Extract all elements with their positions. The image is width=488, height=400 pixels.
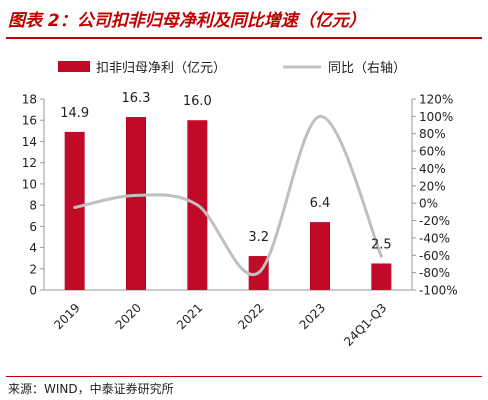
yoy-point (195, 203, 199, 207)
left-tick-label: 18 (22, 93, 37, 107)
axes: 0 2 4 6 8 10 12 14 16 18 -100% -80% -60% -40% -20% 0% 20… (22, 93, 458, 349)
yoy-line (74, 114, 383, 277)
bar (310, 222, 330, 290)
bar-value-label: 2.5 (371, 237, 392, 252)
yoy-point (318, 114, 322, 118)
yoy-point (134, 193, 138, 197)
left-tick-label: 12 (22, 156, 37, 170)
bar-value-label: 16.0 (183, 94, 212, 109)
right-tick-label: 60% (419, 145, 446, 159)
left-tick-label: 10 (22, 177, 37, 191)
chart-canvas: 扣非归母净利（亿元） 同比（右轴） 0 2 4 6 8 10 12 14 16 18 -100% -80… (22, 61, 458, 349)
x-tick-label: 2021 (174, 301, 205, 332)
line-series (73, 114, 383, 277)
bar-value-label: 14.9 (60, 106, 89, 121)
bar-value-label: 16.3 (122, 91, 151, 106)
legend-line-label: 同比（右轴） (328, 61, 406, 76)
right-tick-label: 0% (419, 197, 438, 211)
legend-bar-swatch (58, 61, 90, 72)
left-tick-label: 14 (22, 135, 37, 149)
bar-series (64, 117, 392, 291)
right-tick-label: -40% (419, 231, 450, 245)
x-tick-label: 2023 (297, 301, 328, 332)
source-note: 来源：WIND，中泰证券研究所 (8, 382, 174, 396)
yoy-point (379, 254, 383, 258)
left-tick-label: 0 (29, 284, 37, 298)
right-tick-label: 40% (419, 162, 446, 176)
left-tick-label: 2 (29, 262, 37, 276)
x-tick-label: 2020 (113, 301, 144, 332)
bar (371, 263, 392, 290)
right-tick-label: 100% (419, 110, 453, 124)
right-tick-label: 20% (419, 179, 446, 193)
bar (126, 117, 146, 291)
bar-value-label: 6.4 (310, 196, 331, 211)
right-tick-label: -80% (419, 266, 450, 280)
x-tick-label: 2022 (235, 301, 266, 332)
left-tick-label: 8 (29, 199, 37, 213)
source-divider (6, 376, 482, 377)
left-tick-label: 4 (29, 241, 37, 255)
data-labels: 14.9 16.3 16.0 3.2 6.4 2.5 (60, 91, 391, 252)
right-tick-label: 120% (419, 93, 453, 107)
title-divider (6, 37, 482, 39)
bar-value-label: 3.2 (248, 230, 269, 245)
left-tick-label: 16 (22, 114, 37, 128)
right-tick-label: -60% (419, 249, 450, 263)
x-tick-label: 2019 (51, 301, 82, 332)
legend: 扣非归母净利（亿元） 同比（右轴） (58, 61, 406, 76)
yoy-point (257, 271, 261, 275)
chart-title: 图表 2：公司扣非归母净利及同比增速（亿元） (8, 11, 366, 31)
yoy-point (73, 206, 77, 210)
x-tick-label: 24Q1-Q3 (341, 301, 389, 349)
right-tick-label: -100% (419, 284, 458, 298)
left-tick-label: 6 (29, 220, 37, 234)
bar (64, 131, 85, 290)
right-tick-label: -20% (419, 214, 450, 228)
right-tick-label: 80% (419, 127, 446, 141)
legend-bar-label: 扣非归母净利（亿元） (96, 61, 226, 76)
